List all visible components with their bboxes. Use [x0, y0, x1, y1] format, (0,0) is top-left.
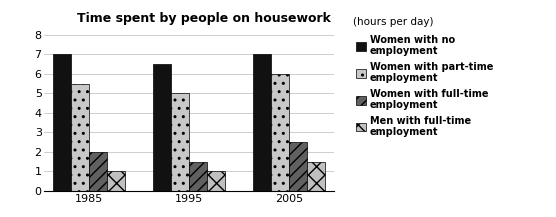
Text: Time spent by people on housework: Time spent by people on housework	[77, 12, 330, 25]
Bar	[289, 142, 307, 191]
Bar	[189, 162, 207, 191]
Text: (hours per day): (hours per day)	[353, 17, 434, 27]
Bar	[271, 74, 289, 191]
Bar	[253, 54, 271, 191]
Bar	[107, 171, 125, 191]
Bar	[53, 54, 71, 191]
Bar	[307, 162, 325, 191]
Bar	[171, 93, 189, 191]
Bar	[71, 84, 90, 191]
Legend: Women with no
employment, Women with part-time
employment, Women with full-time
: Women with no employment, Women with par…	[353, 31, 497, 141]
Bar	[90, 152, 107, 191]
Bar	[153, 64, 171, 191]
Bar	[207, 171, 225, 191]
